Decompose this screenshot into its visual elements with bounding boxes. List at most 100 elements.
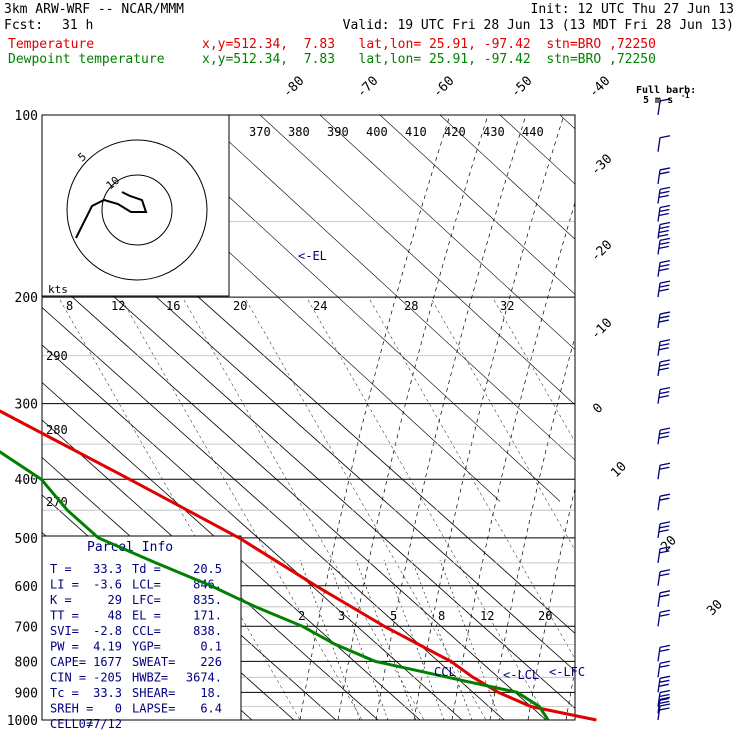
barb-legend: Full barb: 5 m s -1 [636,85,696,106]
wind-barb-flag [659,98,671,102]
wind-barb-flag [659,343,670,347]
dewpoint-legend-label: Dewpoint temperature [8,52,165,67]
parcel-param-value: 18. [200,686,222,700]
isotherm-line [42,381,421,720]
wind-barb-flag [659,284,670,288]
wind-barb-flag [659,703,671,707]
mixing-ratio-line [383,559,445,720]
parcel-param-value: 1677 [93,655,122,669]
lcl-marker: <-LCL [503,668,539,682]
wind-barb-flag [659,707,670,711]
pressure-label: 200 [15,291,38,306]
wind-barb-flag [659,675,671,679]
wind-barb-staff [657,240,661,255]
barb-legend-line1: Full barb: [636,85,696,96]
hodograph-ring-inner [101,174,173,246]
theta-label: 370 [249,125,271,139]
wind-barb-flag [659,363,670,367]
parcel-param-label: LFC= [132,593,161,607]
temperature-legend-label: Temperature [8,37,95,52]
wind-barb-staff [657,548,661,564]
wind-barb-staff [657,465,661,480]
wind-barb-flag [659,221,671,226]
parcel-param-label: LAPSE= [132,702,175,716]
wind-barb-staff [657,137,661,152]
forecast-hour: 31 h [62,18,94,33]
moist-adiabat-line [299,115,451,720]
dry-adiabat-line [520,0,740,501]
dewpoint-legend-info: x,y=512.34, 7.83 lat,lon= 25.91, -97.42 … [202,52,656,67]
wind-barb-staff [657,189,661,204]
speed-guide-line [493,299,575,443]
wind-barb-flag [658,245,669,250]
wind-barb-staff [657,699,661,714]
dewpoint-profile [0,450,550,721]
wind-barb-staff [657,523,661,538]
wind-barb-flag [658,395,669,399]
wind-barb-flag [659,497,670,501]
wind-barb-flag [659,693,670,698]
parcel-param-label: Td = [132,562,161,576]
wind-barb-flag [659,648,670,653]
pressure-label: 900 [15,686,38,701]
wind-barb-staff [657,678,661,693]
wind-barb-flag [659,525,670,529]
isotherm-label: 10 [608,459,630,481]
dry-adiabat-line [319,115,575,351]
theta-label: 410 [405,125,427,139]
parcel-param-label: K = [50,593,72,607]
wind-barb-flag [658,435,669,439]
wind-barb-flag [658,529,669,533]
el-marker: <-EL [298,249,327,263]
wind-barb-staff [657,283,661,298]
wind-barb-flag [658,229,669,234]
parcel-param-value: 20.5 [193,562,222,576]
parcel-param-value: 171. [193,609,222,623]
moist-adiabat-line [604,115,740,720]
wind-barb-flag [659,590,671,594]
pressure-label: 600 [15,580,38,595]
wind-barb-flag [659,550,670,554]
wind-barb-staff [657,361,661,377]
wind-barb-flag [659,493,671,497]
wind-barb-flag [659,311,671,315]
parcel-param-value: -2.8 [93,624,122,638]
lfc-marker: <-LFC [549,665,585,679]
hodo-speed-label: 8 [66,299,73,313]
theta-label: 430 [483,125,505,139]
wind-barb-staff [657,169,661,185]
wind-barb-flag [659,546,671,550]
wind-barb-staff [657,430,661,445]
parcel-param-label: T = [50,562,72,576]
moist-adiabat-line [375,115,527,720]
wind-barb-flag [659,241,670,246]
ccl-marker: CCL [434,665,456,679]
parcel-param-label: EL = [132,609,161,623]
theta-label: 380 [288,125,310,139]
wind-barb-flag [658,367,669,371]
wind-barb-flag [659,466,670,470]
parcel-param-label: CAPE= [50,655,86,669]
parcel-param-label: CELL = [50,717,93,731]
wind-barb-flag [659,186,671,191]
isotherm-label: -80 [280,74,307,101]
model-title: 3km ARW-WRF -- NCAR/MMM [4,2,185,17]
wind-barb-flag [659,339,671,343]
parcel-param-value: 0.1 [200,640,222,654]
parcel-param-label: PW = [50,640,79,654]
isotherm-line [42,269,547,720]
wind-barb-flag [658,194,669,199]
mixing-ratio-line [439,559,501,720]
parcel-param-value: 48 [108,609,122,623]
moist-adiabat-line [565,667,575,720]
parcel-param-label: CIN = [50,671,86,685]
wind-barb-flag [659,315,670,319]
wind-barb-staff [657,612,661,627]
isotherm-label: -20 [588,238,615,265]
parcel-param-label: TT = [50,609,79,623]
mixing-ratio-line [327,559,389,720]
theta-label: 390 [327,125,349,139]
hodo-speed-label: 28 [404,299,418,313]
pressure-label: 100 [15,109,38,124]
hodo-speed-label: 32 [500,299,514,313]
